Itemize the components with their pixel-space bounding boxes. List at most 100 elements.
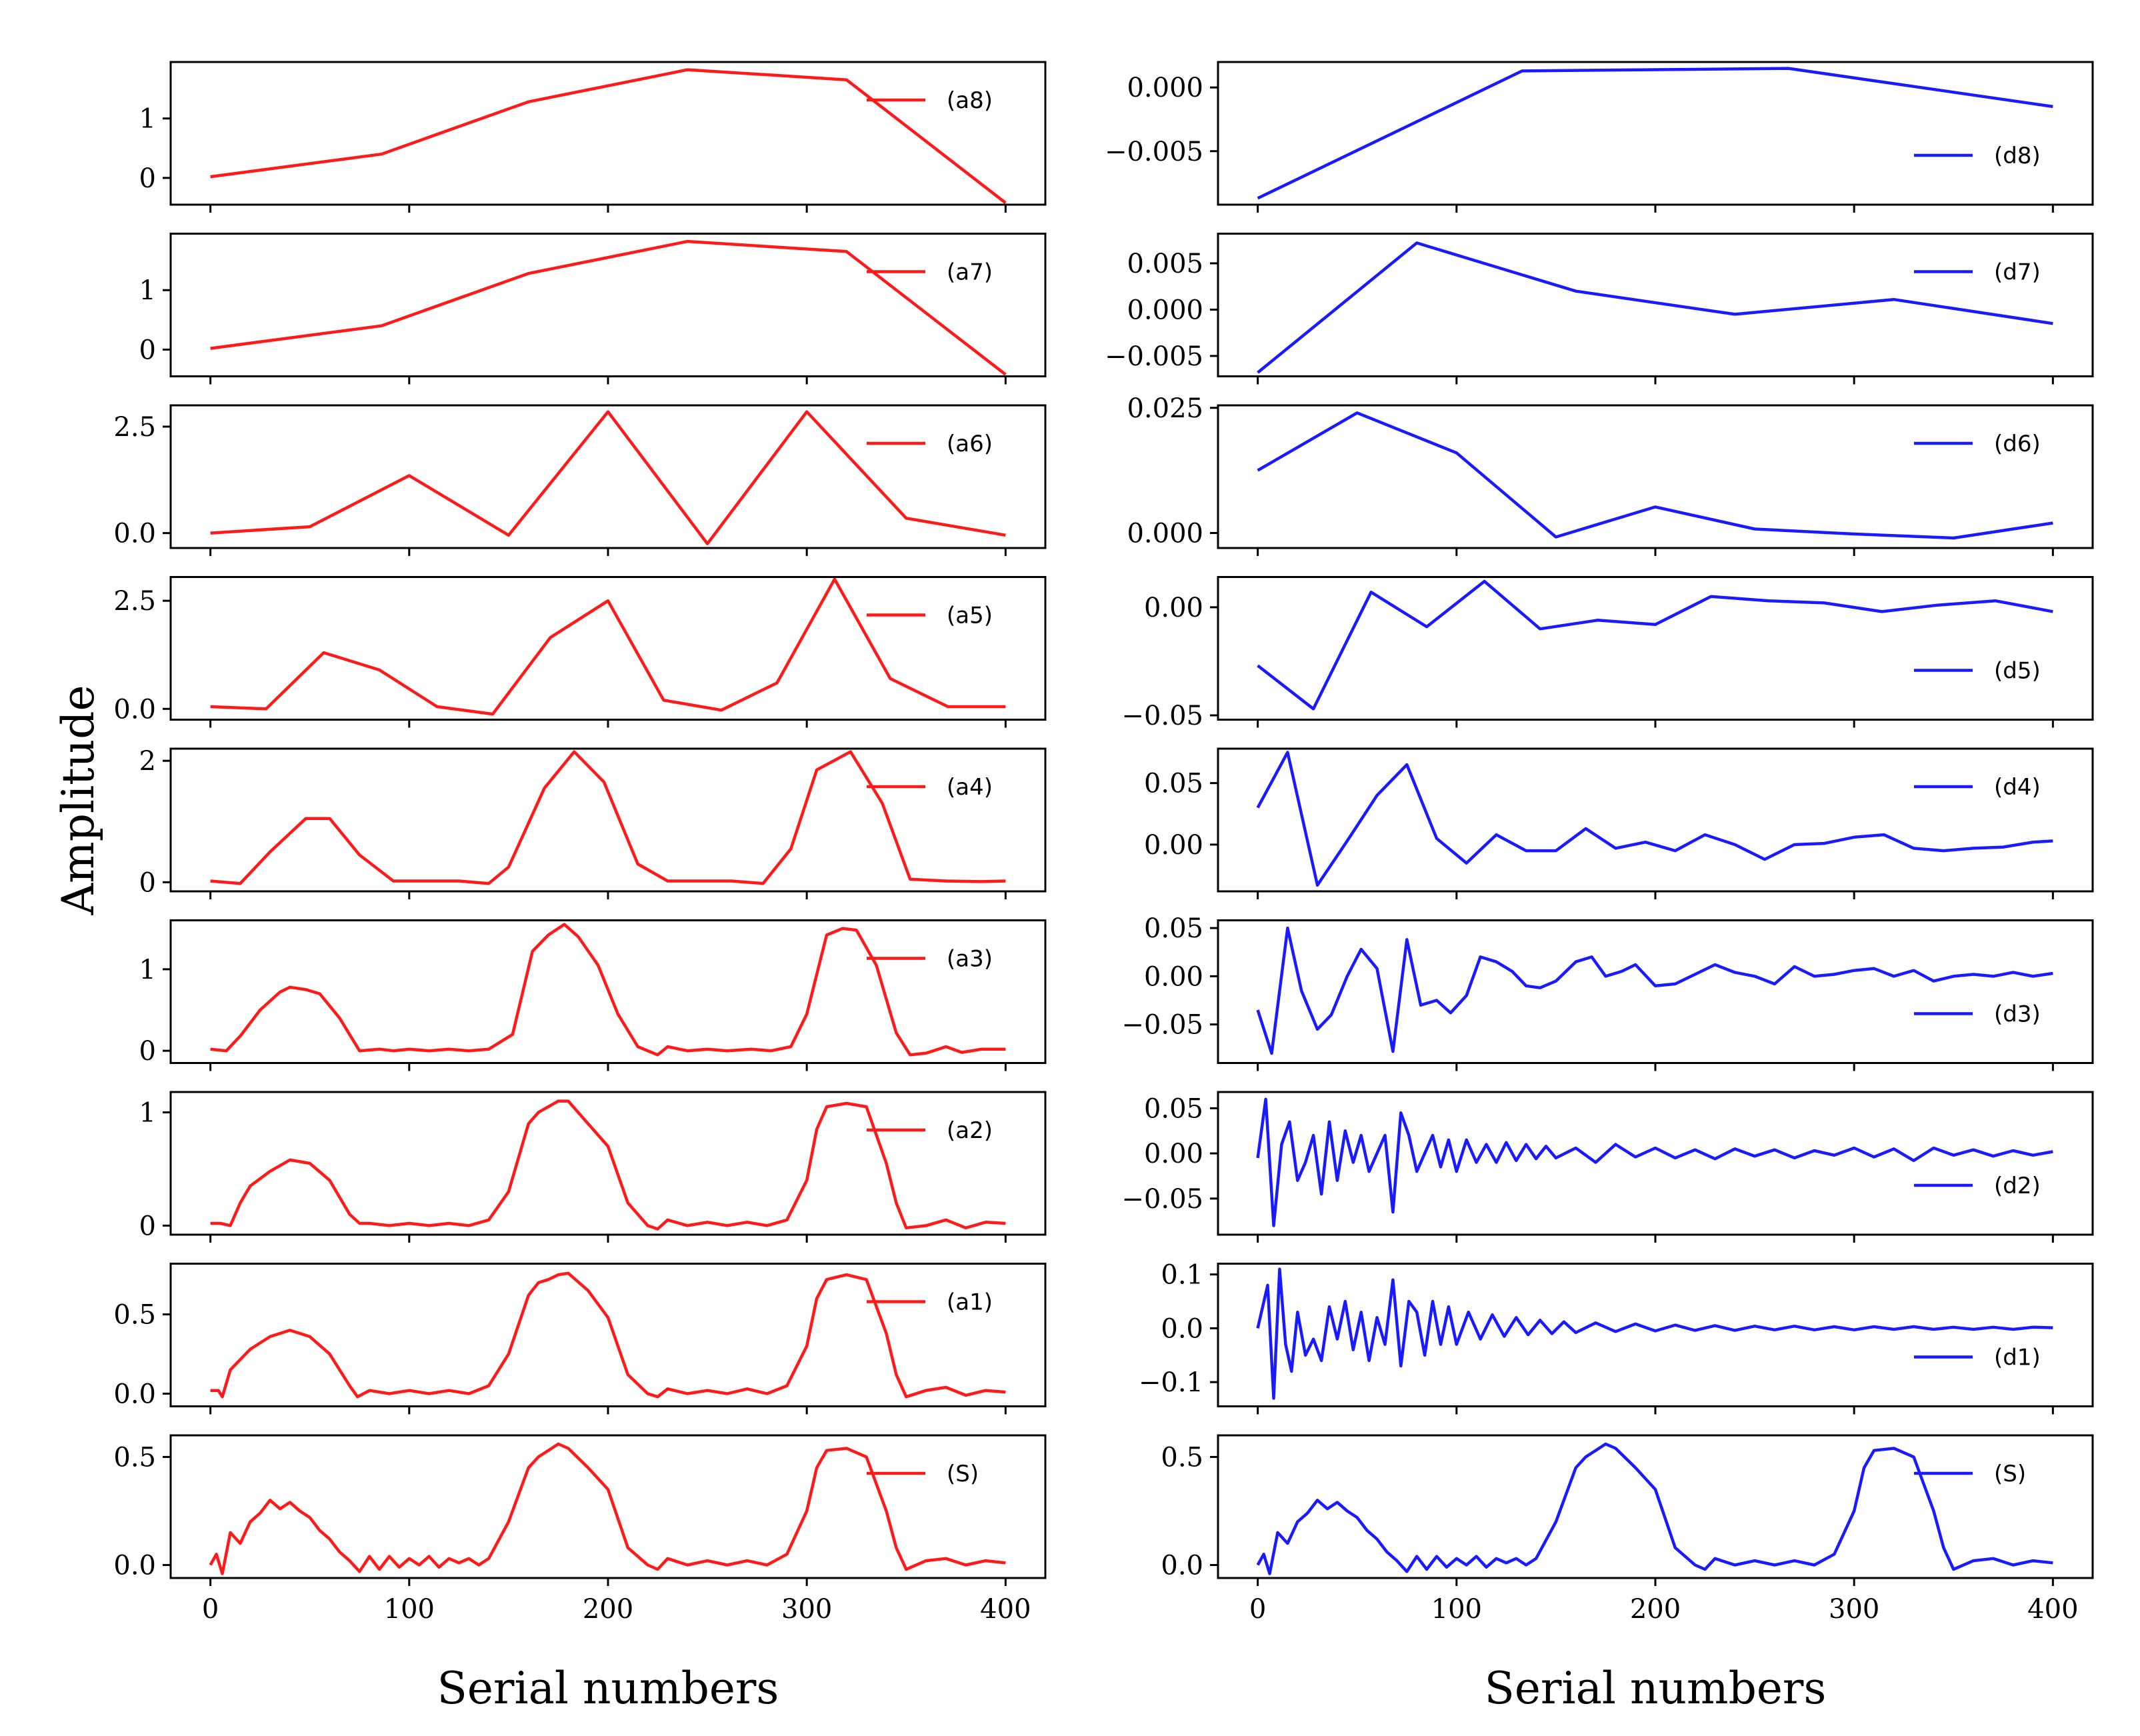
panel-left-4: 0 2 (a4)	[139, 746, 1047, 899]
axes-frame-left-8	[169, 1434, 1047, 1579]
y-tick-label-right-8-0: 0.0	[1161, 1551, 1203, 1581]
legend-label-right-5: (d3)	[1994, 1001, 2041, 1028]
y-tick-label-left-3-1: 2.5	[113, 586, 156, 617]
legend-label-left-2: (a6)	[947, 431, 993, 457]
y-tick-label-left-7-0: 0.0	[113, 1379, 156, 1409]
axes-frame-right-3	[1217, 576, 2094, 721]
series-line-right-5	[1256, 926, 2053, 1055]
series-line-left-7	[210, 1271, 1006, 1399]
axes-frame-right-7	[1217, 1263, 2094, 1407]
panel-right-6: −0.05 0.00 0.05 (d2)	[1121, 1091, 2094, 1243]
panel-left-3: 0.0 2.5 (a5)	[113, 576, 1047, 728]
legend-label-left-4: (a4)	[947, 774, 993, 801]
series-line-left-5	[210, 923, 1006, 1057]
panel-right-5: −0.05 0.00 0.05 (d3)	[1121, 913, 2094, 1071]
panel-left-1: 0 1 (a7)	[139, 233, 1047, 385]
legend-label-left-7: (a1)	[947, 1289, 993, 1316]
panel-right-1: −0.005 0.000 0.005 (d7)	[1105, 233, 2094, 385]
x-tick-label-left-8-2: 200	[583, 1594, 633, 1625]
y-tick-label-right-5-0: −0.05	[1121, 1010, 1203, 1041]
legend-label-left-0: (a8)	[947, 87, 993, 114]
y-tick-label-left-0-1: 1	[139, 104, 156, 135]
axes-frame-right-1	[1217, 233, 2094, 377]
y-tick-label-left-5-0: 0	[139, 1036, 156, 1067]
x-tick-label-right-8-2: 200	[1630, 1594, 1681, 1625]
panel-right-2: 0.000 0.025 (d6)	[1127, 393, 2094, 556]
y-tick-label-right-2-0: 0.000	[1127, 518, 1203, 549]
axes-frame-right-5	[1217, 919, 2094, 1064]
series-line-right-1	[1257, 241, 2053, 374]
x-tick-label-left-8-4: 400	[980, 1594, 1031, 1625]
series-line-right-2	[1257, 411, 2053, 540]
panel-right-4: 0.00 0.05 (d4)	[1144, 747, 2094, 899]
legend-label-left-6: (a2)	[947, 1117, 993, 1144]
y-tick-label-right-5-2: 0.05	[1144, 913, 1203, 944]
x-tick-label-right-8-3: 300	[1829, 1594, 1879, 1625]
panel-right-3: −0.05 0.00 (d5)	[1121, 576, 2094, 731]
axes-frame-right-2	[1217, 404, 2094, 549]
y-tick-label-left-5-1: 1	[139, 955, 156, 985]
legend-label-right-0: (d8)	[1994, 143, 2041, 169]
panels-group: 0 1 (a8) 0 1 (a7) 0.0 2.5 (a6) 0.0 2.5 (a5) 0 2 (a4) 0 1…	[113, 61, 2094, 1625]
y-tick-label-left-3-0: 0.0	[113, 694, 156, 725]
legend-label-left-3: (a5)	[947, 603, 993, 629]
legend-label-right-3: (d5)	[1994, 658, 2041, 685]
series-line-right-4	[1256, 751, 2053, 887]
y-tick-label-left-2-1: 2.5	[113, 412, 156, 443]
y-tick-label-right-1-2: 0.005	[1127, 249, 1203, 279]
y-tick-label-left-1-0: 0	[139, 335, 156, 365]
series-line-left-6	[210, 1099, 1006, 1231]
y-tick-label-right-6-2: 0.05	[1144, 1093, 1203, 1124]
series-line-left-2	[210, 410, 1006, 545]
y-tick-label-right-3-1: 0.00	[1144, 593, 1203, 623]
x-tick-label-left-8-3: 300	[781, 1594, 832, 1625]
y-tick-label-left-1-1: 1	[139, 275, 156, 306]
x-tick-label-left-8-1: 100	[384, 1594, 435, 1625]
axes-frame-left-4	[169, 747, 1047, 893]
y-tick-label-right-6-1: 0.00	[1144, 1139, 1203, 1169]
y-tick-label-right-3-0: −0.05	[1121, 701, 1203, 731]
y-tick-label-left-8-1: 0.5	[113, 1442, 156, 1473]
x-tick-label-left-8-0: 0	[202, 1594, 219, 1625]
y-tick-label-right-1-1: 0.000	[1127, 295, 1203, 325]
y-axis-label: Amplitude	[53, 685, 104, 915]
y-tick-label-right-0-1: 0.000	[1127, 73, 1203, 103]
x-tick-label-right-8-1: 100	[1431, 1594, 1482, 1625]
series-line-left-8	[209, 1442, 1006, 1575]
y-tick-label-left-2-0: 0.0	[113, 519, 156, 549]
y-tick-label-right-2-1: 0.025	[1127, 393, 1203, 424]
panel-left-0: 0 1 (a8)	[139, 61, 1047, 213]
panel-right-8: 0.0 0.5 0 100 200 300 400 (S)	[1161, 1434, 2094, 1625]
legend-label-right-8: (S)	[1994, 1461, 2026, 1487]
y-tick-label-left-4-0: 0	[139, 867, 156, 898]
right-x-axis-label: Serial numbers	[1485, 1663, 1827, 1714]
series-line-right-6	[1256, 1097, 2053, 1227]
series-line-left-1	[210, 239, 1007, 376]
y-tick-label-left-0-0: 0	[139, 163, 156, 194]
legend-label-left-1: (a7)	[947, 259, 993, 286]
y-tick-label-left-8-0: 0.0	[113, 1551, 156, 1581]
legend-label-left-5: (a3)	[947, 946, 993, 973]
panel-left-8: 0.0 0.5 0 100 200 300 400 (S)	[113, 1434, 1047, 1625]
axes-frame-right-8	[1217, 1434, 2094, 1579]
y-tick-label-right-7-2: 0.1	[1161, 1260, 1203, 1291]
axes-frame-right-6	[1217, 1091, 2094, 1236]
panel-left-7: 0.0 0.5 (a1)	[113, 1263, 1047, 1415]
y-tick-label-right-7-0: −0.1	[1139, 1367, 1203, 1398]
y-tick-label-right-1-0: −0.005	[1105, 341, 1203, 372]
panel-right-0: −0.005 0.000 (d8)	[1105, 61, 2094, 213]
y-tick-label-right-7-1: 0.0	[1161, 1313, 1203, 1344]
legend-label-right-2: (d6)	[1994, 431, 2041, 457]
y-tick-label-left-7-1: 0.5	[113, 1300, 156, 1331]
panel-left-6: 0 1 (a2)	[139, 1091, 1047, 1243]
y-tick-label-right-5-1: 0.00	[1144, 961, 1203, 992]
series-line-left-4	[210, 750, 1006, 885]
panel-right-7: −0.1 0.0 0.1 (d1)	[1139, 1260, 2094, 1415]
legend-label-right-1: (d7)	[1994, 259, 2041, 286]
series-line-left-0	[210, 68, 1007, 205]
legend-label-right-7: (d1)	[1994, 1345, 2041, 1371]
legend-label-right-6: (d2)	[1994, 1173, 2041, 1199]
x-tick-label-right-8-0: 0	[1249, 1594, 1266, 1625]
series-line-right-3	[1257, 579, 2053, 711]
